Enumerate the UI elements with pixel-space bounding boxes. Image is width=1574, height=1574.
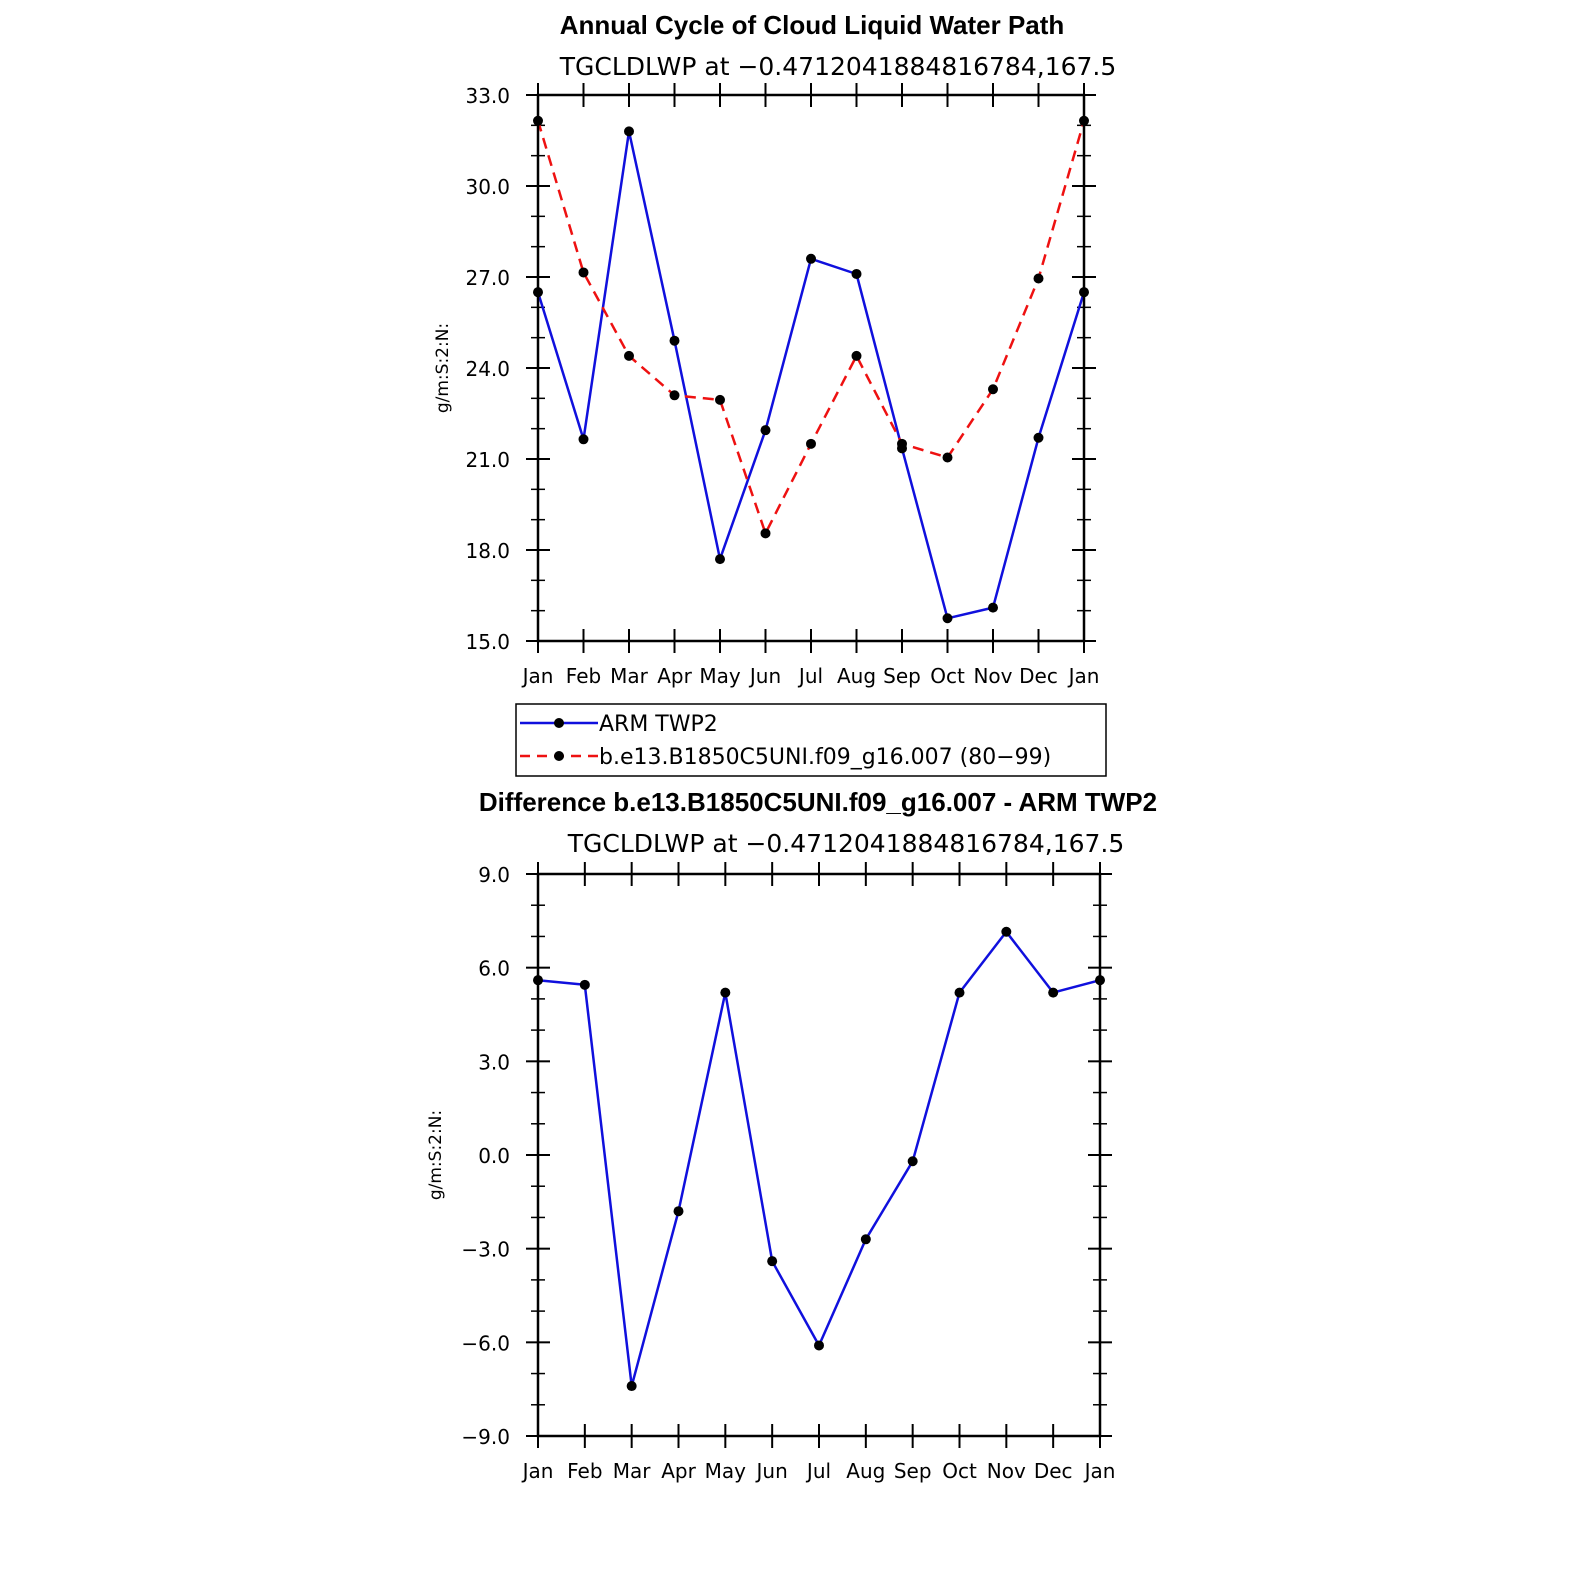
data-point — [814, 1340, 824, 1351]
data-point — [988, 602, 998, 613]
x-tick-label: Oct — [942, 1459, 977, 1483]
data-point — [760, 425, 771, 436]
x-tick-label: Jan — [521, 664, 554, 688]
x-tick-label: Apr — [661, 1459, 696, 1483]
x-tick-label: May — [705, 1459, 747, 1483]
legend: ARM TWP2 b.e13.B1850C5UNI.f09_g16.007 (8… — [515, 703, 1107, 777]
series-line-1 — [536, 120, 1086, 535]
x-tick-label: Jul — [797, 664, 823, 688]
x-tick-label: Aug — [837, 664, 876, 688]
data-point — [851, 350, 862, 361]
y-tick-label: 0.0 — [478, 1144, 510, 1168]
chart-title: Difference b.e13.B1850C5UNI.f09_g16.007 … — [479, 787, 1157, 817]
plot-frame — [536, 872, 1102, 1438]
annual-cycle-chart: Annual Cycle of Cloud Liquid Water Path … — [433, 10, 1116, 688]
data-point — [851, 268, 862, 279]
plot-frame — [536, 93, 1086, 643]
x-tick-label: Feb — [566, 664, 601, 688]
y-tick-label: 24.0 — [465, 357, 510, 381]
x-tick-label: Feb — [567, 1459, 602, 1483]
legend-label-model: b.e13.B1850C5UNI.f09_g16.007 (80−99) — [599, 745, 1051, 770]
x-tick-label: Mar — [610, 664, 649, 688]
data-point — [624, 126, 634, 137]
x-tick-label: Oct — [930, 664, 965, 688]
data-point — [1033, 273, 1044, 284]
x-tick-label: Sep — [894, 1459, 932, 1483]
y-tick-label: 18.0 — [465, 539, 510, 563]
data-point — [897, 438, 907, 449]
y-axis-label: g/m:S:2:N: — [426, 1110, 446, 1200]
x-tick-label: Sep — [883, 664, 921, 688]
data-point — [760, 528, 771, 539]
y-tick-label: −9.0 — [461, 1425, 510, 1449]
data-point — [806, 253, 816, 264]
series-line-0 — [537, 930, 1101, 1388]
series-line-0 — [536, 130, 1086, 620]
x-tick-label: Dec — [1034, 1459, 1073, 1483]
y-tick-label: 9.0 — [478, 863, 510, 887]
data-point — [673, 1206, 684, 1217]
x-tick-label: Mar — [613, 1459, 652, 1483]
y-tick-label: 21.0 — [465, 448, 510, 472]
data-point — [626, 1381, 637, 1392]
chart-subtitle: TGCLDLWP at −0.4712041884816784,167.5 — [559, 52, 1117, 81]
x-tick-label: Jan — [1083, 1459, 1116, 1483]
axis-ticks — [526, 83, 1096, 653]
series-group — [533, 115, 1089, 624]
chart-subtitle: TGCLDLWP at −0.4712041884816784,167.5 — [567, 829, 1125, 858]
tick-labels: Jan Feb Mar Apr May Jun Jul Aug Sep Oct Nov Dec Jan−… — [461, 863, 1115, 1483]
data-point — [1001, 926, 1012, 937]
data-point — [579, 979, 590, 990]
data-point — [942, 613, 953, 624]
data-point — [1033, 432, 1044, 443]
x-tick-label: Jan — [1067, 664, 1100, 688]
data-point — [988, 384, 998, 395]
data-point — [767, 1256, 778, 1267]
legend-label-obs: ARM TWP2 — [599, 712, 718, 737]
data-point — [1048, 987, 1059, 998]
x-tick-label: Jun — [755, 1459, 788, 1483]
y-tick-label: 30.0 — [465, 175, 510, 199]
x-tick-label: Dec — [1019, 664, 1058, 688]
y-tick-label: 15.0 — [465, 630, 510, 654]
y-tick-label: 33.0 — [465, 84, 510, 108]
data-point — [578, 434, 589, 445]
data-point — [715, 394, 725, 405]
chart-title: Annual Cycle of Cloud Liquid Water Path — [560, 10, 1065, 40]
x-tick-label: Jan — [521, 1459, 554, 1483]
legend-box — [515, 703, 1107, 777]
legend-marker-model — [554, 751, 564, 761]
data-point — [669, 335, 680, 346]
tick-labels: Jan Feb Mar Apr May Jun Jul Aug Sep Oct Nov Dec Jan 1… — [465, 84, 1099, 688]
data-point — [715, 554, 725, 565]
x-tick-label: Nov — [973, 664, 1012, 688]
data-point — [907, 1156, 918, 1167]
y-tick-label: 6.0 — [478, 957, 510, 981]
y-tick-label: 3.0 — [478, 1050, 510, 1074]
x-tick-label: Jun — [748, 664, 781, 688]
x-tick-label: Aug — [846, 1459, 885, 1483]
data-point — [860, 1234, 871, 1245]
x-tick-label: Nov — [987, 1459, 1026, 1483]
y-tick-label: 27.0 — [465, 266, 510, 290]
data-point — [624, 350, 634, 361]
x-tick-label: Jul — [805, 1459, 831, 1483]
data-point — [942, 452, 953, 463]
x-tick-label: May — [699, 664, 741, 688]
legend-marker-obs — [554, 718, 564, 728]
difference-chart: Difference b.e13.B1850C5UNI.f09_g16.007 … — [426, 787, 1157, 1483]
y-tick-label: −3.0 — [461, 1238, 510, 1262]
y-tick-label: −6.0 — [461, 1331, 510, 1355]
data-point — [578, 267, 589, 278]
data-point — [806, 438, 816, 449]
series-group — [533, 926, 1105, 1392]
data-point — [720, 987, 731, 998]
y-axis-label: g/m:S:2:N: — [433, 323, 453, 413]
x-tick-label: Apr — [657, 664, 692, 688]
data-point — [954, 987, 965, 998]
data-point — [669, 390, 680, 401]
axis-ticks — [526, 862, 1112, 1448]
